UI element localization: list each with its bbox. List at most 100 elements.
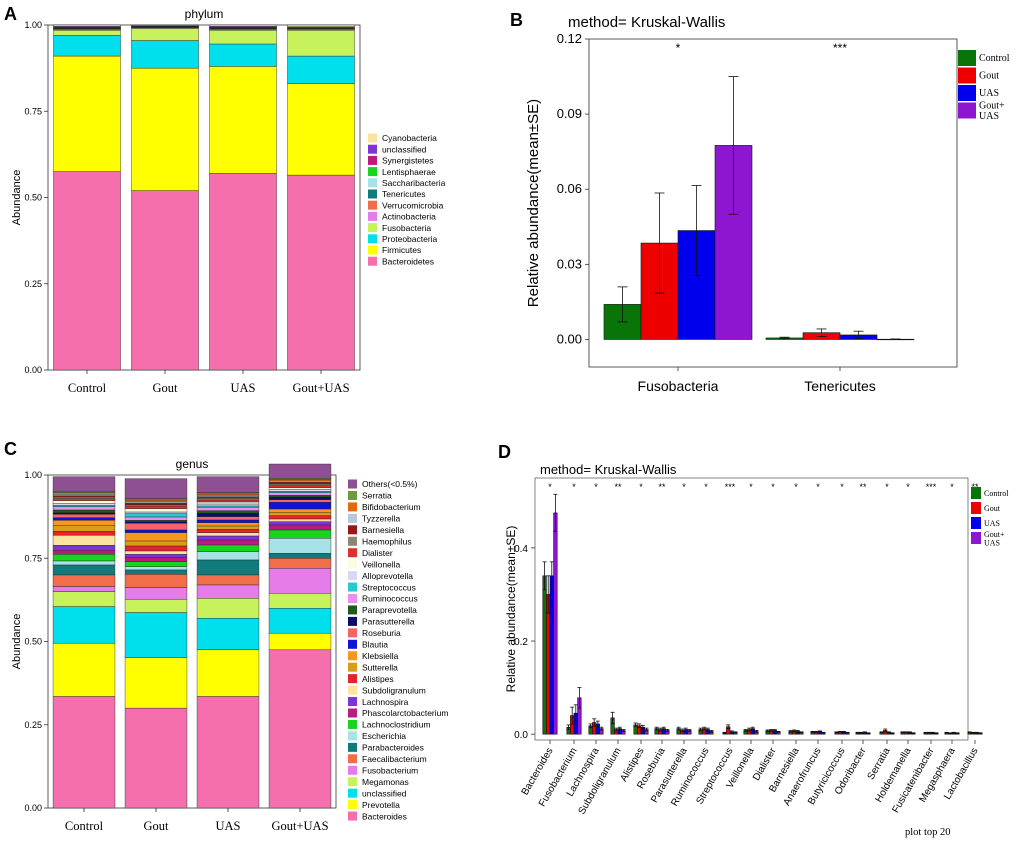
legend-label: Gout bbox=[979, 71, 999, 82]
bar-segment bbox=[52, 564, 116, 576]
bar-segment bbox=[268, 492, 332, 496]
bar-segment bbox=[209, 24, 277, 27]
legend-swatch bbox=[348, 708, 357, 718]
y-tick-label: 1.00 bbox=[24, 20, 42, 30]
legend-label: Serratia bbox=[362, 491, 392, 501]
chart-b-kruskal-phylum: method= Kruskal-Wallis 0.00 0.03 0.06 0.09 0.… bbox=[525, 14, 1010, 394]
legend-swatch bbox=[958, 67, 976, 84]
bar-segment bbox=[124, 574, 188, 588]
bar-segment bbox=[52, 506, 116, 511]
significance-label: * bbox=[771, 482, 775, 492]
legend-swatch bbox=[348, 479, 357, 489]
bar-segment bbox=[196, 516, 260, 521]
legend-label: Escherichia bbox=[362, 731, 406, 741]
bar-segment bbox=[124, 532, 188, 542]
legend-swatch bbox=[971, 517, 981, 529]
legend-swatch bbox=[348, 490, 357, 500]
legend-swatch bbox=[348, 731, 357, 741]
legend-label: Parasutterella bbox=[362, 617, 415, 627]
bar-segment bbox=[268, 529, 332, 539]
legend-label: Phascolarctobacterium bbox=[362, 708, 448, 718]
legend-label: Alistipes bbox=[362, 674, 394, 684]
bar-segment bbox=[52, 503, 116, 506]
bar-segment bbox=[209, 43, 277, 67]
bar-segment bbox=[287, 55, 355, 84]
legend-label: UAS bbox=[984, 519, 1000, 528]
bar-segment bbox=[53, 35, 121, 57]
bar-segment bbox=[196, 519, 260, 523]
bar-segment bbox=[124, 513, 188, 518]
significance-label: ** bbox=[658, 482, 666, 492]
legend-swatch bbox=[348, 742, 357, 752]
y-tick-label: 0.0 bbox=[514, 730, 528, 741]
bar-segment bbox=[268, 496, 332, 500]
significance-label: * bbox=[682, 482, 686, 492]
bar-segment bbox=[52, 545, 116, 551]
bar-segment bbox=[52, 696, 116, 809]
bar-segment bbox=[124, 657, 188, 709]
significance-label: *** bbox=[926, 482, 937, 492]
y-axis-label: Relative abundance(mean±SE) bbox=[504, 526, 518, 693]
bar-segment bbox=[124, 599, 188, 613]
y-tick-label: 0.2 bbox=[514, 637, 528, 648]
legend-swatch bbox=[368, 167, 377, 177]
bar bbox=[549, 575, 554, 735]
panel-label-a: A bbox=[4, 4, 17, 24]
legend-label: Actinobacteria bbox=[382, 212, 436, 222]
bar-segment bbox=[268, 521, 332, 526]
bar-segment bbox=[268, 608, 332, 634]
significance-label: * bbox=[548, 482, 552, 492]
legend-label: Bifidobacterium bbox=[362, 502, 421, 512]
bar-segment bbox=[131, 67, 199, 191]
bar-segment bbox=[124, 561, 188, 567]
significance-label: * bbox=[816, 482, 820, 492]
bar-segment bbox=[52, 642, 116, 697]
legend-swatch bbox=[348, 697, 357, 707]
significance-label: * bbox=[749, 482, 753, 492]
legend-swatch bbox=[958, 102, 976, 119]
bar-segment bbox=[287, 83, 355, 176]
bar-segment bbox=[196, 532, 260, 537]
bar-segment bbox=[52, 586, 116, 592]
y-tick-label: 0.75 bbox=[24, 553, 42, 563]
bar-segment bbox=[196, 498, 260, 501]
significance-label: *** bbox=[725, 482, 736, 492]
bar-segment bbox=[52, 517, 116, 521]
legend-swatch bbox=[368, 178, 377, 188]
legend-swatch bbox=[368, 211, 377, 221]
legend-swatch bbox=[368, 223, 377, 233]
chart-title: genus bbox=[176, 457, 209, 471]
bar-segment bbox=[209, 66, 277, 174]
legend-label: unclassified bbox=[362, 788, 407, 798]
legend-label: Faecalibacterium bbox=[362, 754, 427, 764]
bar-segment bbox=[268, 483, 332, 486]
y-axis-label: Abundance bbox=[11, 170, 23, 226]
bar-segment bbox=[268, 553, 332, 559]
bar-segment bbox=[196, 544, 260, 552]
significance-label: * bbox=[572, 482, 576, 492]
bar-segment bbox=[124, 529, 188, 533]
bar-segment bbox=[124, 516, 188, 521]
bar-segment bbox=[124, 557, 188, 562]
legend-label: Firmicutes bbox=[382, 245, 421, 255]
bar-segment bbox=[124, 478, 188, 499]
x-tick-label: UAS bbox=[215, 819, 240, 833]
bar-segment bbox=[52, 500, 116, 504]
legend-swatch bbox=[348, 594, 357, 603]
legend-label: Barnesiella bbox=[362, 525, 404, 535]
bar-segment bbox=[268, 482, 332, 485]
x-tick-label: Control bbox=[65, 819, 104, 833]
y-tick-label: 1.00 bbox=[24, 470, 42, 480]
bar-segment bbox=[52, 476, 116, 492]
y-tick-label: 0.03 bbox=[557, 256, 582, 271]
legend-swatch bbox=[958, 50, 976, 66]
bar-segment bbox=[196, 617, 260, 651]
bar-segment bbox=[196, 496, 260, 499]
bar-segment bbox=[196, 522, 260, 527]
legend-swatch bbox=[348, 811, 357, 821]
bar-segment bbox=[52, 512, 116, 515]
bar-segment bbox=[124, 511, 188, 514]
y-axis-label: Abundance bbox=[11, 614, 23, 670]
bar bbox=[546, 594, 551, 735]
legend-label: Control bbox=[984, 489, 1009, 498]
